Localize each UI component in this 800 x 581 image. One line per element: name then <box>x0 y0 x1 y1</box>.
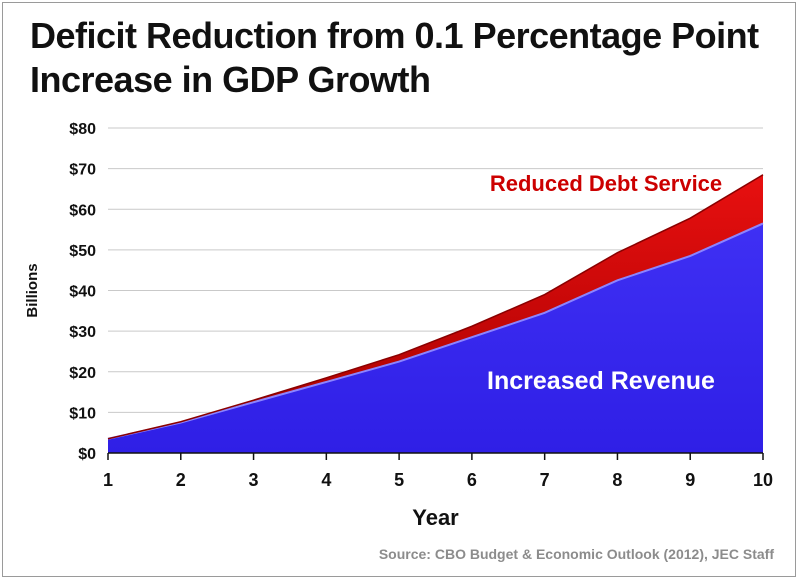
y-tick-label: $50 <box>69 243 96 260</box>
line-reduced-debt-service-edge <box>107 174 764 440</box>
chart-title-line-2: Increase in GDP Growth <box>30 59 431 100</box>
source-note: Source: CBO Budget & Economic Outlook (2… <box>378 546 774 562</box>
chart-title: Deficit Reduction from 0.1 Percentage Po… <box>30 14 780 102</box>
y-tick-label: $70 <box>69 162 96 179</box>
series-label-reduced-debt-service: Reduced Debt Service <box>490 171 722 196</box>
y-tick-label: $10 <box>69 405 96 422</box>
chart-title-line-1: Deficit Reduction from 0.1 Percentage Po… <box>30 15 759 56</box>
series-label-increased-revenue: Increased Revenue <box>487 367 715 395</box>
x-axis-title: Year <box>412 505 459 530</box>
x-tick-label: 4 <box>321 470 331 490</box>
line-increased-revenue-edge <box>107 222 764 440</box>
y-tick-label: $60 <box>69 202 96 219</box>
x-tick-label: 1 <box>103 470 113 490</box>
x-tick-label: 5 <box>394 470 404 490</box>
series-labels: Increased Revenue Reduced Debt Service <box>487 171 722 395</box>
x-tick-label: 9 <box>685 470 695 490</box>
x-tick-label: 2 <box>176 470 186 490</box>
y-tick-label: $80 <box>69 121 96 138</box>
x-tick-label: 8 <box>612 470 622 490</box>
y-axis-title: Billions <box>24 263 41 317</box>
plot-areas <box>107 174 764 453</box>
y-tick-label: $30 <box>69 324 96 341</box>
area-increased-revenue <box>108 223 763 453</box>
y-tick-label: $0 <box>78 446 96 463</box>
x-tick-label: 10 <box>753 470 773 490</box>
axes: $0 $10 $20 $30 $40 $50 $60 $70 $80 1 2 3 4 5 6 7 8 9 10 Yea… <box>24 121 773 530</box>
y-tick-label: $20 <box>69 365 96 382</box>
x-tick-label: 3 <box>249 470 259 490</box>
x-tick-label: 7 <box>540 470 550 490</box>
x-tick-label: 6 <box>467 470 477 490</box>
y-tick-label: $40 <box>69 284 96 301</box>
